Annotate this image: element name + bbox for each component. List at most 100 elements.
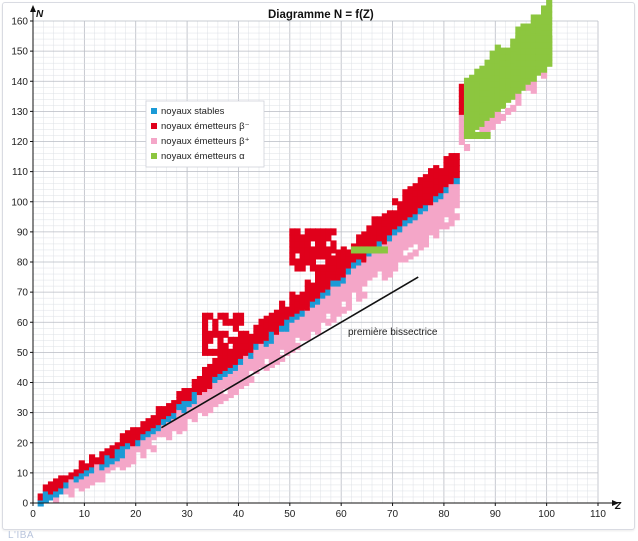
nuclide-cell (104, 460, 111, 468)
nuclide-cell (176, 409, 183, 417)
nuclide-cell (140, 439, 147, 447)
nuclide-cell (499, 101, 507, 109)
nuclide-cell (58, 487, 65, 495)
nuclide-cell (433, 165, 440, 173)
nuclide-cell (438, 222, 445, 230)
nuclide-cell (135, 427, 142, 435)
nuclide-cell (433, 207, 440, 215)
nuclide-cell (525, 53, 532, 61)
nuclide-cell (222, 330, 229, 338)
nuclide-cell (268, 318, 275, 326)
nuclide-cell (207, 312, 214, 320)
nuclide-cell (458, 89, 465, 97)
nuclide-cell (458, 131, 465, 139)
nuclide-cell (207, 336, 214, 344)
nuclide-cell (499, 113, 507, 121)
nuclide-cell (386, 228, 394, 236)
nuclide-cell (350, 261, 358, 269)
nuclide-cell (320, 252, 327, 260)
nuclide-cell (417, 237, 424, 245)
nuclide-cell (407, 252, 414, 260)
nuclide-cell (412, 225, 419, 233)
nuclide-cell (489, 110, 496, 118)
nuclide-cell (232, 363, 239, 371)
nuclide-cell (499, 65, 507, 73)
x-tick-label: 100 (538, 509, 555, 520)
nuclide-cell (361, 261, 368, 269)
nuclide-cell (479, 113, 486, 121)
nuclide-cell (484, 131, 491, 139)
nuclide-cell (222, 375, 229, 383)
nuclide-cell (402, 207, 409, 215)
nuclide-cell (315, 273, 322, 281)
nuclide-cell (479, 107, 486, 115)
nuclide-cell (525, 23, 532, 31)
nuclide-cell (135, 439, 142, 447)
nuclide-cell (181, 394, 188, 402)
nuclide-cell (181, 418, 188, 426)
nuclide-cell (505, 89, 512, 97)
nuclide-cell (320, 285, 327, 293)
nuclide-cell (443, 180, 450, 188)
nuclide-cell (469, 80, 476, 88)
nuclide-cell (119, 439, 126, 447)
nuclide-cell (89, 466, 96, 474)
nuclide-cell (258, 354, 265, 362)
legend-label: noyaux stables (161, 106, 225, 117)
nuclide-cell (448, 171, 455, 179)
nuclide-cell (505, 107, 512, 115)
nuclide-cell (78, 466, 85, 474)
nuclide-cell (196, 382, 203, 390)
nuclide-cell (443, 186, 450, 194)
nuclide-cell (253, 336, 260, 344)
nuclide-cell (525, 35, 532, 43)
nuclide-cell (535, 35, 542, 43)
legend-swatch (151, 108, 157, 114)
nuclide-cell (176, 421, 183, 429)
nuclide-cell (458, 83, 465, 91)
nuclide-cell (428, 180, 435, 188)
nuclide-cell (525, 47, 532, 55)
nuclide-cell (181, 388, 188, 396)
nuclide-cell (412, 249, 419, 257)
nuclide-cell (535, 41, 542, 49)
nuclide-cell (407, 204, 414, 212)
nuclide-cell (541, 71, 548, 79)
nuclide-cell (299, 297, 306, 305)
nuclide-cell (232, 312, 239, 320)
nuclide-cell (202, 342, 209, 350)
nuclide-cell (433, 183, 440, 191)
nuclide-cell (299, 315, 306, 323)
nuclide-cell (227, 366, 234, 374)
nuclide-cell (309, 282, 316, 290)
nuclide-cell (474, 110, 481, 118)
nuclide-cell (227, 336, 234, 344)
nuclide-cell (417, 201, 424, 209)
legend-label: noyaux émetteurs β⁻ (161, 121, 250, 132)
nuclide-cell (258, 336, 265, 344)
nuclide-cell (371, 252, 378, 260)
nuclide-cell (202, 318, 209, 326)
nuclide-cell (489, 86, 496, 94)
nuclide-cell (412, 213, 419, 221)
nuclide-cell (499, 77, 507, 85)
nuclide-cell (99, 463, 106, 471)
nuclide-cell (304, 279, 311, 287)
nuclide-cell (253, 324, 260, 332)
x-axis-label: Z (614, 501, 622, 512)
nuclide-cell (479, 71, 486, 79)
nuclide-cell (515, 53, 522, 61)
nuclide-cell (510, 50, 517, 58)
nuclide-cell (325, 246, 332, 254)
nuclide-cell (309, 294, 316, 302)
nuclide-cell (330, 297, 337, 305)
nuclide-cell (443, 168, 450, 176)
nuclide-cell (155, 424, 162, 432)
nuclide-cell (474, 86, 481, 94)
nuclide-cell (474, 131, 481, 139)
nuclide-cell (433, 177, 440, 185)
nuclide-cell (463, 125, 471, 133)
nuclide-cell (356, 246, 363, 254)
nuclide-cell (330, 279, 337, 287)
nuclide-cell (212, 400, 219, 408)
